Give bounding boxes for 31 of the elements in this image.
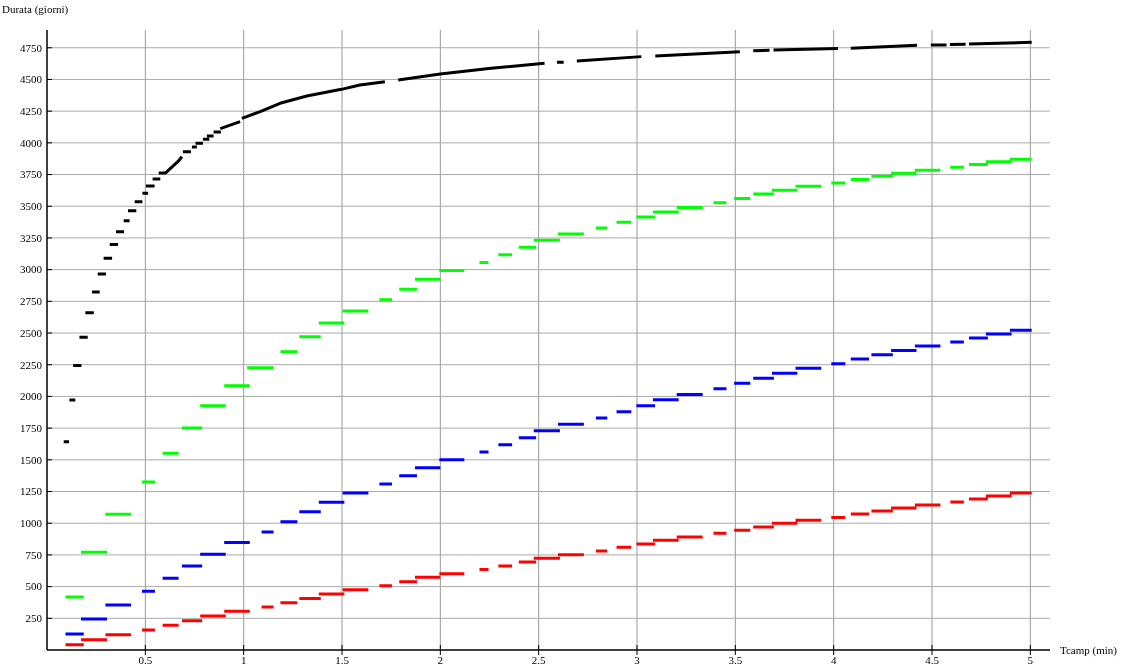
y-tick-label: 4750: [20, 41, 43, 54]
y-tick-label: 4250: [20, 105, 43, 117]
x-tick-label: 4: [830, 654, 837, 666]
y-tick-label: 2000: [20, 390, 43, 403]
y-tick-label: 2500: [20, 326, 43, 339]
y-axis-title: Durata (giorni): [2, 3, 69, 16]
x-axis-title: Tcamp (min): [1060, 643, 1118, 657]
y-tick-label: 1750: [20, 421, 43, 434]
y-tick-label: 4000: [20, 136, 43, 149]
y-tick-label: 3000: [20, 263, 43, 276]
x-tick-label: 1.5: [335, 654, 350, 666]
y-tick-label: 3750: [20, 168, 43, 181]
y-tick-label: 2250: [20, 358, 43, 371]
x-tick-label: 0.5: [138, 654, 153, 666]
y-tick-label: 500: [25, 580, 43, 593]
y-tick-label: 750: [25, 548, 43, 561]
y-tick-label: 1250: [20, 485, 43, 498]
y-tick-label: 3500: [20, 200, 43, 213]
x-tick-label: 5: [1027, 654, 1034, 666]
x-tick-label: 4.5: [925, 654, 940, 666]
y-tick-label: 2750: [20, 295, 43, 308]
y-tick-label: 1500: [20, 453, 43, 466]
x-tick-label: 3: [634, 654, 641, 666]
y-tick-label: 4500: [20, 73, 43, 86]
x-tick-label: 3.5: [728, 654, 743, 666]
y-tick-label: 1000: [20, 517, 43, 530]
x-tick-label: 1: [240, 654, 247, 666]
y-tick-label: 3250: [20, 231, 43, 244]
y-tick-label: 250: [25, 612, 43, 625]
x-tick-label: 2: [437, 654, 444, 666]
x-tick-label: 2.5: [531, 654, 547, 666]
